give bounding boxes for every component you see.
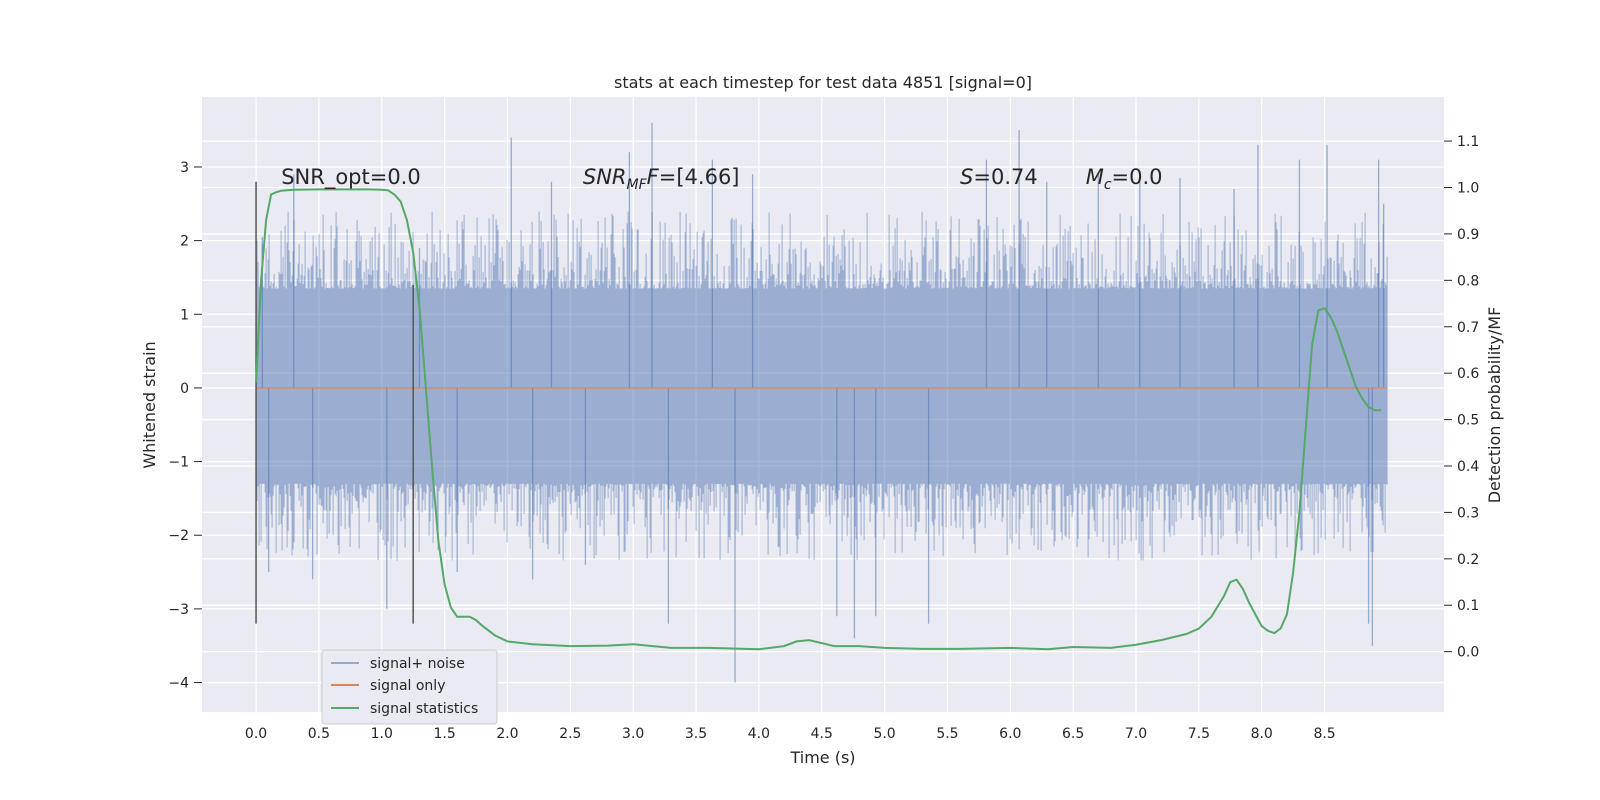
y-tick-label: −4: [168, 676, 189, 692]
y2-tick-label: 0.5: [1457, 413, 1479, 429]
y2-tick-label: 0.6: [1457, 366, 1479, 382]
y2-tick-label: 1.1: [1457, 134, 1479, 150]
y2-tick-label: 1.0: [1457, 181, 1479, 197]
x-tick-label: 4.5: [811, 726, 833, 742]
y2-tick-label: 0.3: [1457, 505, 1479, 521]
y-tick-label: −2: [168, 528, 189, 544]
y2-axis-label: Detection probability/MF: [1485, 307, 1504, 504]
x-tick-label: 3.5: [685, 726, 707, 742]
annotation-mc: Mc=0.0: [1086, 165, 1163, 193]
x-tick-label: 1.0: [371, 726, 393, 742]
annotation-snr-mf: SNRMFF=[4.66]: [583, 165, 740, 193]
annotation-s-stat: S=0.74: [960, 165, 1038, 189]
y-axis-ticks: 3 2 1 0 −1 −2 −3 −4: [168, 160, 202, 692]
x-tick-label: 7.0: [1125, 726, 1147, 742]
y2-tick-label: 0.2: [1457, 552, 1479, 568]
x-axis-label: Time (s): [789, 748, 855, 767]
x-tick-label: 7.5: [1188, 726, 1210, 742]
y2-tick-label: 0.7: [1457, 320, 1479, 336]
legend: signal+ noise signal only signal statist…: [321, 649, 498, 725]
legend-label-signal-noise: signal+ noise: [370, 656, 465, 672]
y-tick-label: 2: [180, 234, 189, 250]
x-tick-label: 8.5: [1313, 726, 1335, 742]
x-tick-label: 8.0: [1251, 726, 1273, 742]
marker-lines: [255, 181, 414, 624]
y-tick-label: 0: [180, 381, 189, 397]
legend-label-signal-only: signal only: [370, 678, 445, 694]
y-tick-label: −1: [168, 455, 189, 471]
x-tick-label: 1.5: [433, 726, 455, 742]
y2-tick-label: 0.9: [1457, 227, 1479, 243]
y2-tick-label: 0.1: [1457, 598, 1479, 614]
y2-tick-label: 0.0: [1457, 645, 1479, 661]
x-tick-label: 3.0: [622, 726, 644, 742]
x-tick-label: 5.5: [936, 726, 958, 742]
legend-box: [321, 649, 498, 725]
y-tick-label: 1: [180, 307, 189, 323]
y-axis-label: Whitened strain: [140, 341, 159, 468]
x-tick-label: 0.5: [308, 726, 330, 742]
x-tick-label: 6.0: [999, 726, 1021, 742]
legend-label-signal-statistics: signal statistics: [370, 701, 478, 717]
x-tick-label: 0.0: [245, 726, 267, 742]
x-tick-label: 4.0: [748, 726, 770, 742]
x-tick-label: 6.5: [1062, 726, 1084, 742]
y2-axis-ticks: 1.1 1.0 0.9 0.8 0.7 0.6 0.5 0.4 0.3 0.2 0.1 0.0: [1444, 134, 1479, 661]
x-tick-label: 2.0: [496, 726, 518, 742]
annotation-snr-opt: SNR_opt=0.0: [281, 165, 421, 190]
x-tick-label: 5.0: [873, 726, 895, 742]
y-tick-label: −3: [168, 602, 189, 618]
x-tick-label: 2.5: [559, 726, 581, 742]
signal-statistics-line: [255, 188, 1382, 651]
y2-tick-label: 0.8: [1457, 273, 1479, 289]
annotations: SNR_opt=0.0 SNRMFF=[4.66] S=0.74 Mc=0.0: [281, 165, 1162, 193]
chart-title: stats at each timestep for test data 485…: [614, 73, 1032, 92]
x-axis-ticks: 0.0 0.5 1.0 1.5 2.0 2.5 3.0 3.5 4.0 4.5 5.0 5.5 6.0 6…: [245, 726, 1336, 742]
y-tick-label: 3: [180, 160, 189, 176]
y2-tick-label: 0.4: [1457, 459, 1479, 475]
